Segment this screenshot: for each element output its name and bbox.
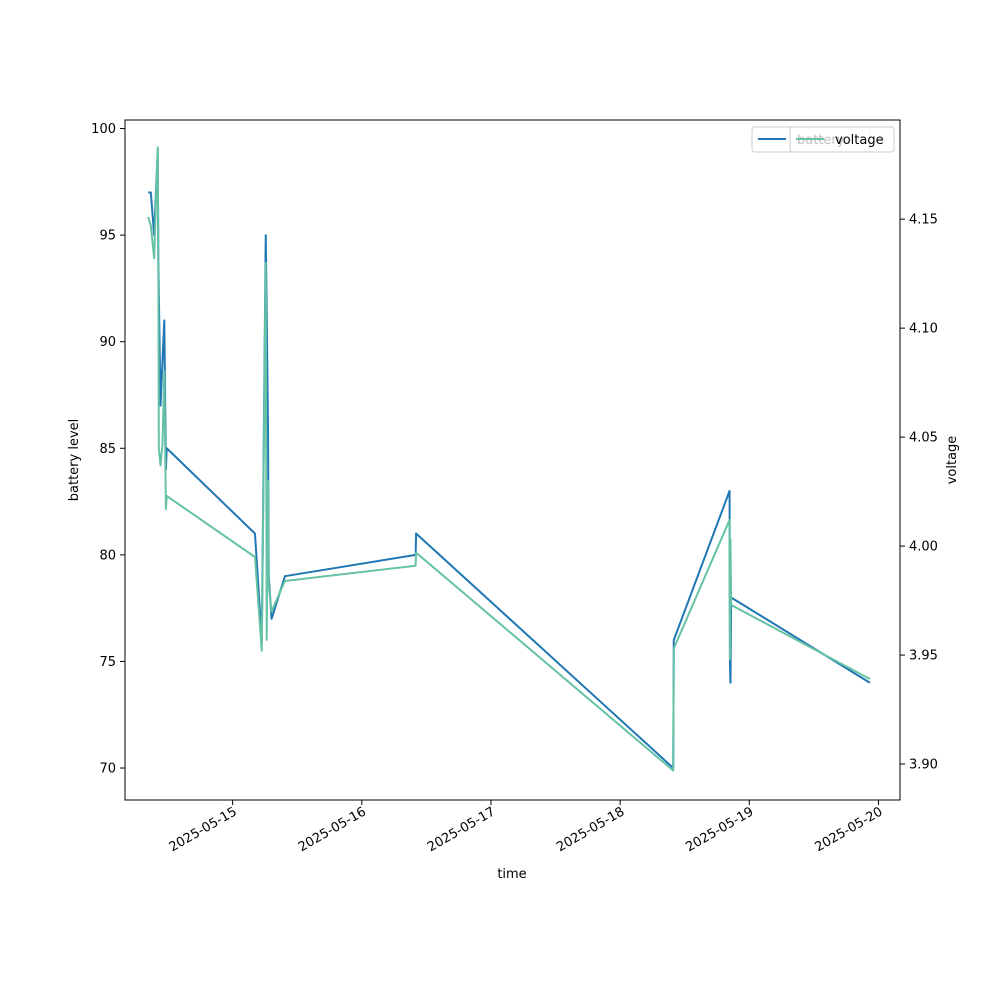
right-tick-label: 3.95: [909, 649, 938, 664]
left-tick-label: 85: [99, 442, 116, 457]
series-line-voltage: [147, 146, 871, 772]
plot-frame: [124, 119, 901, 801]
x-axis-label: time: [497, 867, 526, 882]
left-tick-label: 95: [99, 229, 116, 244]
legend-voltage: voltage: [789, 126, 895, 153]
x-tick-label: 2025-05-17: [425, 804, 498, 855]
left-tick-label: 70: [99, 762, 116, 777]
left-tick-label: 100: [91, 122, 116, 137]
plot-lines: [147, 146, 871, 772]
right-tick-label: 4.15: [909, 213, 938, 228]
left-axis-ticks: 70 75 80 85 90 95 100: [91, 122, 125, 777]
right-axis-ticks: 3.90 3.95 4.00 4.05 4.10 4.15: [900, 213, 938, 773]
left-tick-label: 75: [99, 655, 116, 670]
left-axis-label: battery level: [67, 419, 82, 502]
right-tick-label: 4.05: [909, 431, 938, 446]
x-axis-ticks: 2025-05-15 2025-05-16 2025-05-17 2025-05-18…: [167, 800, 886, 855]
x-tick-label: 2025-05-20: [813, 804, 886, 855]
legend-voltage-label: voltage: [835, 133, 884, 148]
right-tick-label: 4.10: [909, 322, 938, 337]
x-tick-label: 2025-05-16: [296, 804, 369, 855]
right-tick-label: 3.90: [909, 758, 938, 773]
x-tick-label: 2025-05-18: [554, 804, 627, 855]
right-axis-label: voltage: [945, 436, 960, 485]
left-tick-label: 90: [99, 335, 116, 350]
right-tick-label: 4.00: [909, 540, 938, 555]
series-line-battery: [148, 148, 871, 770]
x-tick-label: 2025-05-15: [167, 804, 240, 855]
left-tick-label: 80: [99, 548, 116, 563]
x-tick-label: 2025-05-19: [683, 804, 756, 855]
